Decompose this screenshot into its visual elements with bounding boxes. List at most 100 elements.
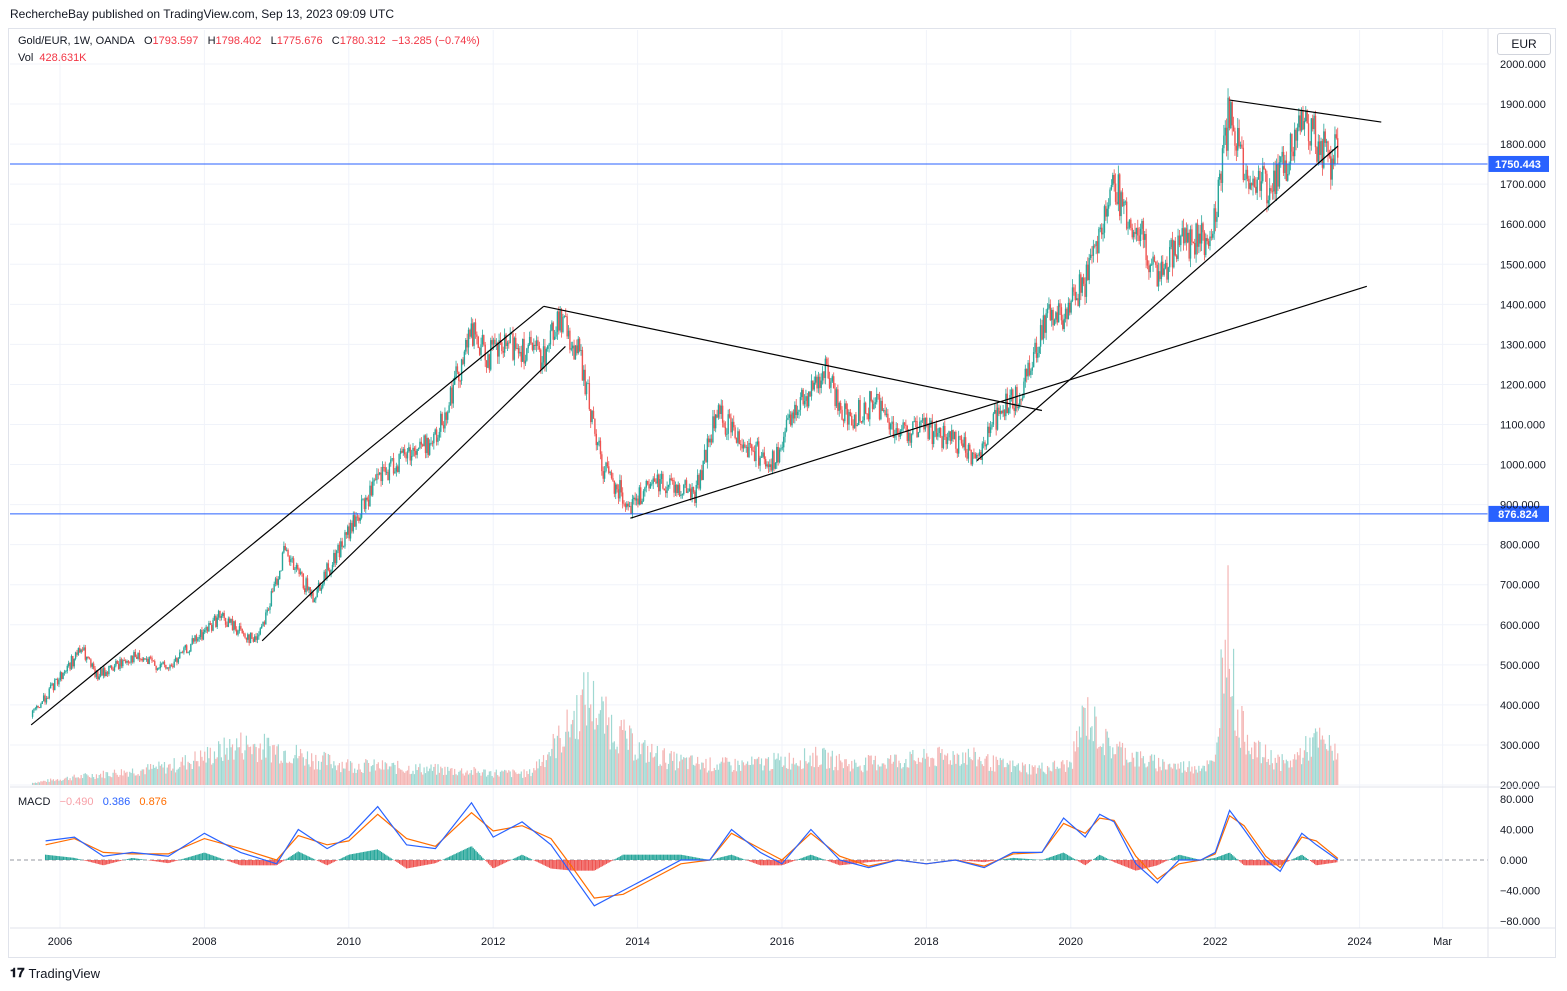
volume-bar	[863, 765, 865, 785]
volume-bar	[1210, 760, 1212, 785]
macd-histogram-bar	[755, 860, 758, 864]
volume-bar	[158, 761, 160, 785]
volume-bar	[373, 759, 375, 785]
macd-histogram-bar	[1090, 860, 1092, 862]
candle-body	[892, 421, 895, 438]
macd-histogram-bar	[93, 860, 95, 863]
candle-body	[165, 664, 167, 669]
volume-bar	[141, 769, 143, 785]
macd-histogram-bar	[628, 854, 630, 860]
volume-bar	[1276, 762, 1278, 785]
macd-histogram-bar	[1320, 860, 1323, 865]
volume-bar	[723, 762, 725, 785]
volume-bar	[1203, 765, 1206, 785]
volume-bar	[615, 749, 617, 785]
volume-bar	[1008, 764, 1010, 785]
candle-body	[524, 360, 527, 364]
macd-histogram-bar	[972, 860, 974, 862]
macd-histogram-bar	[1301, 854, 1303, 860]
macd-histogram-bar	[400, 860, 402, 865]
volume-bar	[183, 765, 185, 785]
volume-bar	[917, 757, 920, 785]
volume-bar	[1045, 774, 1047, 785]
candle-body	[617, 489, 620, 499]
volume-bar	[941, 748, 943, 785]
axes: 2000.0001900.0001800.0001700.0001600.000…	[10, 28, 1555, 958]
candle-body	[1243, 179, 1246, 181]
currency-button[interactable]: EUR	[1497, 33, 1551, 55]
candle-body	[733, 421, 735, 428]
volume-bar	[619, 726, 621, 785]
candle-body	[233, 621, 235, 631]
candle-body	[977, 454, 979, 456]
volume-bar	[54, 781, 56, 785]
candle-body	[571, 345, 574, 349]
volume-bar	[849, 771, 851, 785]
macd-histogram-bar	[1215, 857, 1217, 860]
macd-histogram-bar	[508, 860, 510, 861]
level-price-tag	[1488, 505, 1549, 522]
macd-histogram-bar	[1169, 859, 1171, 860]
candle-body	[76, 652, 78, 655]
candle-body	[1330, 156, 1332, 180]
candle-body	[602, 471, 604, 479]
candle-body	[297, 565, 299, 570]
macd-histogram-bar	[307, 856, 309, 860]
macd-histogram-bar	[328, 860, 330, 865]
candle-body	[1164, 262, 1167, 269]
candle-body	[1052, 309, 1054, 326]
macd-histogram-bar	[407, 860, 409, 869]
macd-histogram-bar	[389, 857, 391, 860]
volume-bar	[1002, 758, 1004, 785]
macd-histogram-bar	[139, 859, 141, 860]
candle-body	[167, 667, 170, 669]
candle-body	[212, 620, 214, 631]
candle-body	[467, 329, 470, 348]
macd-histogram-bar	[861, 860, 863, 863]
macd-histogram-bar	[439, 860, 441, 862]
candle-body	[1285, 160, 1288, 181]
candle-body	[927, 424, 929, 439]
macd-histogram-bar	[775, 860, 777, 866]
candle-body	[1196, 223, 1199, 247]
volume-bar	[1066, 760, 1068, 785]
volume-bar	[1170, 767, 1172, 785]
volume-bar	[848, 764, 850, 785]
candle-body	[1246, 169, 1249, 179]
volume-bar	[1320, 739, 1322, 785]
candle-body	[173, 661, 175, 667]
macd-histogram-bar	[153, 860, 155, 862]
volume-bar	[294, 755, 296, 785]
volume-bar	[542, 755, 545, 785]
macd-histogram-bar	[528, 857, 530, 860]
candle-body	[1303, 121, 1306, 130]
macd-histogram-bar	[535, 860, 537, 862]
volume-bar	[687, 769, 689, 785]
candle-body	[1292, 151, 1294, 157]
macd-histogram-bar	[1247, 860, 1249, 866]
volume-bar	[512, 769, 514, 785]
macd-histogram-bar	[621, 855, 623, 860]
candle-body	[967, 444, 970, 459]
macd-histogram-bar	[858, 860, 860, 864]
volume-bar	[261, 759, 263, 785]
candle-body	[880, 400, 882, 420]
volume-bar	[634, 754, 636, 785]
volume-bar	[751, 756, 753, 785]
candle-body	[1106, 208, 1108, 217]
macd-tick-label: −80.000	[1500, 916, 1540, 928]
candle-body	[655, 481, 657, 484]
candle-body	[902, 422, 904, 430]
volume-bar	[923, 748, 925, 785]
macd-histogram-bar	[875, 860, 877, 862]
macd-histogram-bar	[592, 860, 594, 871]
candle-body	[976, 454, 978, 459]
volume-bar	[208, 758, 210, 785]
volume-bar	[380, 769, 382, 785]
macd-histogram-bar	[1226, 853, 1228, 860]
x-tick-label: 2012	[481, 936, 505, 948]
macd-histogram-bar	[235, 860, 237, 864]
candle-body	[463, 351, 466, 364]
volume-bar	[631, 733, 633, 785]
